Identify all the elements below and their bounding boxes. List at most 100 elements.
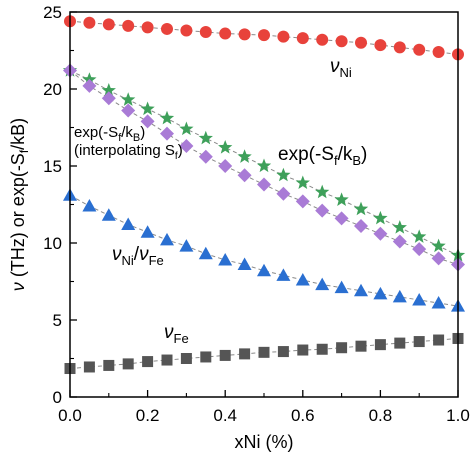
x-tick-label: 0.2 [136,406,160,425]
data-point [83,361,95,373]
label-nu-fe: νFe [164,322,189,346]
data-point [336,342,348,354]
data-point [122,358,134,370]
data-point [257,263,271,277]
data-point [393,41,406,54]
data-point [315,277,330,291]
data-point [433,334,445,346]
data-point [295,272,310,286]
data-point [373,210,388,225]
data-point [122,19,135,32]
y-tick-label: 10 [43,234,62,253]
data-point [237,168,252,183]
data-point [101,208,116,221]
data-point [413,43,426,56]
data-point [373,226,388,241]
label-nu-ni: νNi [330,56,352,80]
data-point [354,219,368,234]
series-line [69,194,459,307]
data-point [140,225,155,238]
data-point [101,83,116,97]
data-point [159,110,175,125]
data-point [218,140,233,154]
y-tick-label: 15 [43,157,62,176]
y-tick-label: 20 [43,80,62,99]
data-point [179,121,194,136]
data-point [276,268,291,281]
x-tick-label: 0.8 [369,406,393,425]
data-point [334,280,349,294]
data-point [374,339,386,351]
data-point [198,149,213,164]
data-point [180,353,192,364]
data-point [432,46,445,59]
data-point [315,203,330,218]
data-point [295,194,310,209]
x-tick-label: 1.0 [446,406,470,425]
y-tick-label: 5 [53,311,62,330]
data-point [431,296,446,309]
label-exp-sf-kb: exp(-Sf/kB) [278,144,367,168]
data-point [334,211,349,226]
data-point [297,344,309,356]
data-point [121,103,136,118]
series-nu_ni [64,15,464,61]
data-point [394,337,406,349]
data-point [335,35,348,48]
series-exp_sf [62,63,466,262]
x-tick-label: 0.0 [58,406,82,425]
series-line [69,70,459,256]
data-point [180,24,193,37]
data-point [199,26,212,39]
data-point [102,18,115,31]
data-point [374,39,387,52]
y-title-nu: ν [8,282,28,291]
data-point [258,29,270,42]
data-point [373,286,388,300]
series-layer [62,15,466,375]
data-point [277,346,289,358]
data-point [316,343,328,355]
series-nu_ratio [63,188,465,312]
data-point [276,186,291,201]
data-point [431,251,446,266]
y-axis-title: ν (THz) or exp(-Sf/kB) [8,118,31,291]
data-point [82,78,97,93]
y-tick-label: 0 [53,388,62,407]
data-point [101,91,116,106]
ticks-layer: 0.0 0.2 0.4 0.6 0.8 1.0 0 5 10 15 20 25 [43,3,470,425]
data-point [355,340,367,352]
data-point [277,30,290,43]
label-nu-ni-over-nu-fe: νNi/νFe [112,244,164,268]
data-point [412,292,427,306]
data-point [256,158,272,173]
label-exp-sf-kb-small: exp(-Sf/kB) [74,124,145,144]
series-exp_sf_interp [63,63,465,272]
data-point [238,28,251,41]
x-tick-label: 0.6 [291,406,315,425]
data-point [198,246,213,260]
y-title-sub: f [17,149,31,153]
data-point [161,22,173,35]
data-point [179,138,194,153]
data-point [161,354,173,366]
label-interpolating-sf: (interpolating Sf) [74,142,183,162]
data-point [198,130,213,145]
data-point [295,175,310,190]
data-point [142,356,154,368]
data-point [276,167,291,182]
data-point [392,289,407,303]
data-point [315,184,330,199]
series-line [69,20,459,55]
data-point [431,238,446,253]
data-point [257,177,271,192]
data-point [141,21,154,34]
data-point [412,229,427,243]
data-point [258,346,270,358]
data-point [121,92,136,106]
data-point [334,192,349,206]
data-point [219,27,232,40]
data-point [140,101,155,116]
data-point [160,232,174,246]
